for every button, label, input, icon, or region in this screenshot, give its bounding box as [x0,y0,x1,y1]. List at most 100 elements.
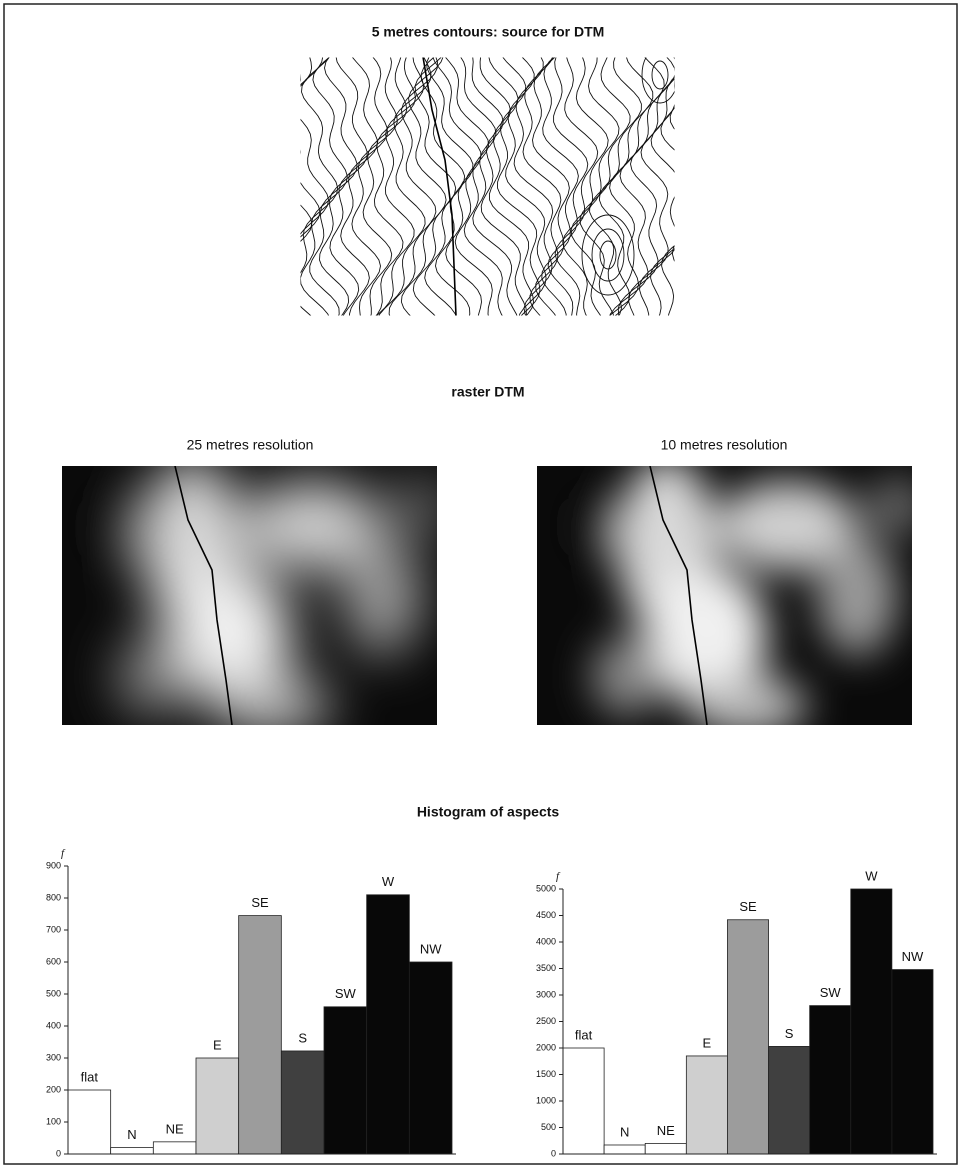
bar [239,916,282,1154]
bar-label: SW [820,985,842,1000]
figure: 5 metres contours: source for DTM raster… [0,0,961,1168]
bar-label: NE [166,1121,184,1136]
bar-label: NW [420,941,442,956]
raster-image [537,456,927,736]
bar [769,1046,810,1154]
bar [686,1056,727,1154]
y-tick-label: 900 [46,860,61,870]
contour-line [533,50,570,320]
contour-line [555,50,598,320]
bar [409,962,452,1154]
bar-label: flat [81,1069,99,1084]
relief-blob [867,476,927,536]
contour-line [363,50,407,320]
y-tick-label: 300 [46,1052,61,1062]
contour-map [269,47,710,320]
relief-blob [102,496,142,556]
contour-line [514,50,553,320]
bar [68,1090,111,1154]
bar-label: W [382,874,395,889]
bar-label: flat [575,1027,593,1042]
y-tick-label: 200 [46,1084,61,1094]
relief-blob [392,476,452,536]
contour-line [498,50,541,320]
bar-label: SE [739,899,757,914]
contour-line [372,50,415,320]
relief-blob [342,536,422,656]
bar-label: NW [902,949,924,964]
contour-title: 5 metres contours: source for DTM [372,24,605,40]
contour-line [662,50,700,320]
bar [892,970,933,1154]
contour-line [292,50,338,320]
contour-line [640,50,700,320]
contour-line [284,50,329,320]
contour-line [600,241,616,269]
raster-title: raster DTM [451,384,524,400]
y-tick-label: 3000 [536,989,556,999]
contour-line [310,50,357,320]
contour-line [470,50,518,320]
bar [196,1058,239,1154]
bar-label: N [127,1127,136,1142]
bar [153,1142,196,1154]
y-tick-label: 4500 [536,910,556,920]
bar [563,1048,604,1154]
bar [604,1145,645,1154]
y-axis-label: f [556,871,561,883]
y-tick-label: 1500 [536,1069,556,1079]
contour-line [652,61,668,89]
relief-blob [592,636,662,716]
y-tick-label: 0 [551,1148,556,1158]
bar [367,895,410,1154]
contour-line [269,50,312,320]
bar [810,1006,851,1154]
y-tick-label: 0 [56,1148,61,1158]
y-tick-label: 800 [46,892,61,902]
bar-label: E [703,1035,712,1050]
relief-blob [117,636,187,716]
bar [111,1148,154,1154]
contour-line [590,50,642,320]
contour-line [389,50,437,320]
raster-image [62,456,452,736]
y-tick-label: 400 [46,1020,61,1030]
bar-label: E [213,1037,222,1052]
panel-title: 25 metres resolution [187,437,314,453]
y-tick-label: 500 [541,1122,556,1132]
contour-line [432,50,481,320]
y-tick-label: 700 [46,924,61,934]
contour-line [401,50,446,320]
bar [851,889,892,1154]
y-tick-label: 5000 [536,883,556,893]
bar [727,920,768,1154]
histogram-title: Histogram of aspects [417,804,560,820]
bar-label: S [785,1026,794,1041]
relief-blob [577,496,617,556]
bar [645,1143,686,1154]
bar [281,1051,324,1154]
relief-blob [817,536,897,656]
contour-line [672,50,709,320]
bar-label: N [620,1124,629,1139]
bar-label: SE [251,895,269,910]
contour-line [582,215,634,295]
bar-label: SW [335,986,357,1001]
y-tick-label: 100 [46,1116,61,1126]
y-tick-label: 600 [46,956,61,966]
contour-line [377,50,431,320]
y-tick-label: 2000 [536,1042,556,1052]
y-tick-label: 500 [46,988,61,998]
contour-line [651,50,696,320]
bar-label: W [865,868,878,883]
y-tick-label: 1000 [536,1095,556,1105]
bar-label: S [298,1030,307,1045]
y-tick-label: 4000 [536,936,556,946]
y-axis-label: f [61,848,66,860]
contour-line [480,50,526,320]
contour-line [413,50,455,320]
y-tick-label: 3500 [536,963,556,973]
y-tick-label: 2500 [536,1016,556,1026]
bar [324,1007,367,1154]
bar-label: NE [657,1123,675,1138]
